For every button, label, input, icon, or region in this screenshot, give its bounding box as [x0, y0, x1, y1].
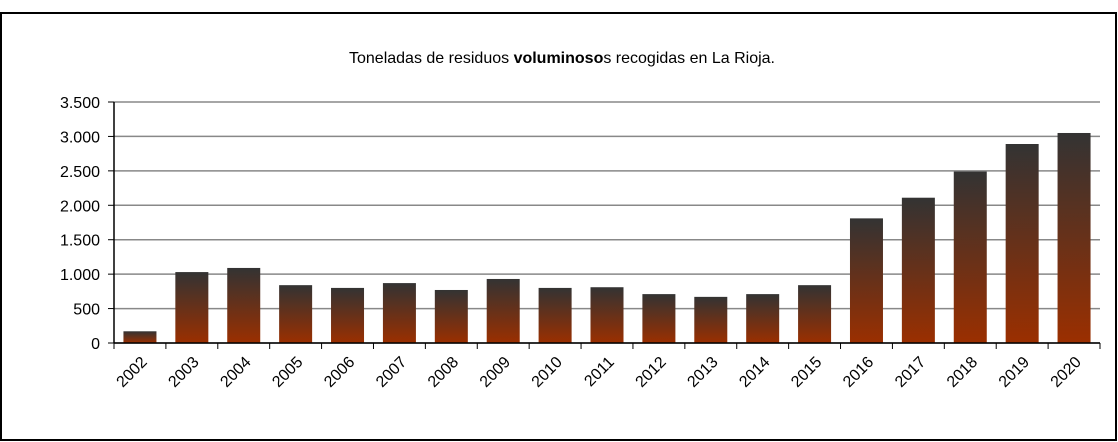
bar — [953, 171, 987, 343]
bar — [1057, 132, 1091, 343]
bar — [331, 287, 365, 343]
bar — [694, 296, 728, 343]
bar — [486, 278, 520, 343]
bar — [123, 331, 157, 343]
bar — [434, 289, 468, 343]
title-part: voluminoso — [514, 50, 604, 67]
y-tick-label: 1.000 — [60, 267, 100, 284]
bar — [538, 287, 572, 343]
bar — [1005, 144, 1039, 343]
bar — [175, 272, 209, 343]
y-tick-label: 0 — [91, 336, 100, 353]
y-tick-label: 3.000 — [60, 129, 100, 146]
y-tick-label: 2.000 — [60, 198, 100, 215]
y-tick-label: 3.500 — [60, 95, 100, 112]
bar — [746, 294, 780, 343]
bar — [901, 197, 935, 343]
bar — [642, 294, 676, 343]
bar — [382, 283, 416, 343]
bar — [227, 267, 261, 343]
bar — [849, 218, 883, 343]
y-tick-label: 2.500 — [60, 164, 100, 181]
title-part: Toneladas de residuos — [349, 50, 514, 67]
y-tick-label: 1.500 — [60, 233, 100, 250]
bar — [798, 285, 832, 343]
title-part: s recogidas en La Rioja. — [603, 50, 775, 67]
bar — [590, 287, 624, 343]
y-tick-label: 500 — [73, 302, 100, 319]
bar — [279, 285, 313, 343]
chart-title: Toneladas de residuos voluminosos recogi… — [349, 50, 775, 67]
